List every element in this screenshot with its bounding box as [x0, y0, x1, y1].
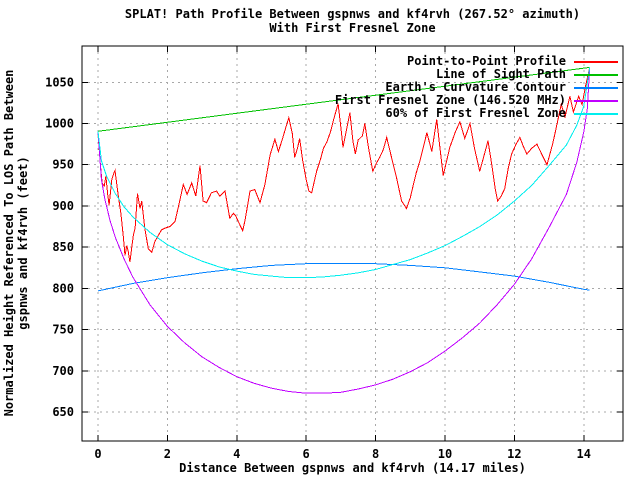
- series-earth-s-curvature-contour: [97, 262, 590, 292]
- legend-label-earth-s-curvature-contour: Earth's Curvature Contour: [385, 80, 566, 94]
- legend-line-sample-first-fresnel-zone-146-520-mhz: [574, 99, 618, 102]
- y-tick-label-850: 850: [52, 240, 74, 254]
- legend-row-line-of-sight-path: Line of Sight Path: [335, 68, 618, 81]
- y-tick-label-1000: 1000: [45, 117, 74, 131]
- x-axis-label: Distance Between gspnws and kf4rvh (14.1…: [179, 461, 526, 475]
- x-tick-label-2: 2: [164, 447, 171, 461]
- legend-row-earth-s-curvature-contour: Earth's Curvature Contour: [335, 81, 618, 94]
- legend-row-first-fresnel-zone-146-520-mhz: First Fresnel Zone (146.520 MHz): [335, 94, 618, 107]
- chart-subtitle: With First Fresnel Zone: [269, 21, 436, 35]
- legend-line-sample-60-of-first-fresnel-zone: [574, 112, 618, 115]
- x-tick-label-14: 14: [577, 447, 591, 461]
- x-tick-label-12: 12: [507, 447, 521, 461]
- x-tick-label-10: 10: [438, 447, 452, 461]
- x-tick-label-8: 8: [372, 447, 379, 461]
- legend-line-sample-earth-s-curvature-contour: [574, 86, 618, 89]
- legend-label-first-fresnel-zone-146-520-mhz: First Fresnel Zone (146.520 MHz): [334, 93, 566, 107]
- x-tick-label-4: 4: [233, 447, 240, 461]
- legend-line-sample-line-of-sight-path: [574, 73, 618, 76]
- y-tick-label-900: 900: [52, 199, 74, 213]
- x-tick-label-6: 6: [303, 447, 310, 461]
- series-line-of-sight-path: [97, 66, 590, 132]
- plot-border: [81, 45, 624, 442]
- x-tick-label-0: 0: [94, 447, 101, 461]
- series-60-of-first-fresnel-zone: [97, 67, 591, 279]
- legend-row-point-to-point-profile: Point-to-Point Profile: [335, 55, 618, 68]
- legend-label-60-of-first-fresnel-zone: 60% of First Fresnel Zone: [385, 106, 566, 120]
- legend-row-60-of-first-fresnel-zone: 60% of First Fresnel Zone: [335, 107, 618, 120]
- legend-label-line-of-sight-path: Line of Sight Path: [435, 67, 566, 81]
- y-tick-label-800: 800: [52, 281, 74, 295]
- chart-title: SPLAT! Path Profile Between gspnws and k…: [124, 7, 581, 21]
- y-tick-label-1050: 1050: [45, 75, 74, 89]
- series-first-fresnel-zone-146-520-mhz: [97, 67, 591, 394]
- y-tick-label-650: 650: [52, 405, 74, 419]
- legend-label-point-to-point-profile: Point-to-Point Profile: [407, 54, 566, 68]
- legend-line-sample-point-to-point-profile: [574, 60, 618, 63]
- y-tick-label-700: 700: [52, 364, 74, 378]
- legend: Point-to-Point Profile Line of Sight Path…: [335, 55, 618, 120]
- y-tick-label-750: 750: [52, 323, 74, 337]
- y-tick-label-950: 950: [52, 158, 74, 172]
